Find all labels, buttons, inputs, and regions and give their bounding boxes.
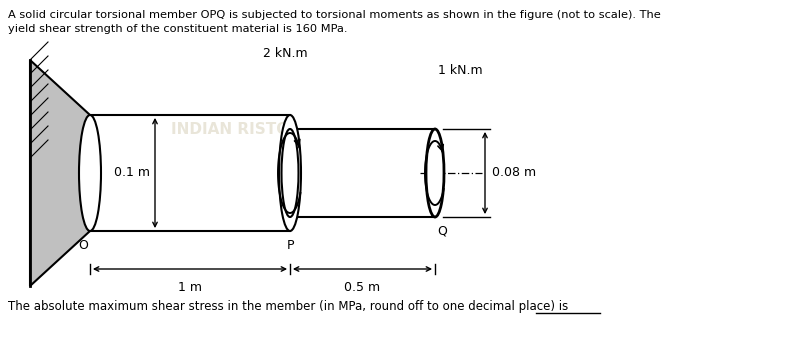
- Ellipse shape: [282, 129, 298, 217]
- Text: O: O: [78, 239, 88, 252]
- Text: A solid circular torsional member OPQ is subjected to torsional moments as shown: A solid circular torsional member OPQ is…: [8, 10, 661, 20]
- Text: P: P: [286, 239, 294, 252]
- Text: 0.5 m: 0.5 m: [345, 281, 381, 294]
- Text: Q: Q: [437, 225, 447, 238]
- Text: 1 m: 1 m: [178, 281, 202, 294]
- Text: 0.08 m: 0.08 m: [492, 167, 536, 179]
- Polygon shape: [30, 60, 90, 286]
- Text: yield shear strength of the constituent material is 160 MPa.: yield shear strength of the constituent …: [8, 24, 347, 34]
- Ellipse shape: [279, 115, 301, 231]
- Text: 1 kN.m: 1 kN.m: [438, 64, 482, 77]
- Text: 0.1 m: 0.1 m: [114, 167, 150, 179]
- Ellipse shape: [79, 115, 101, 231]
- Text: The absolute maximum shear stress in the member (in MPa, round off to one decima: The absolute maximum shear stress in the…: [8, 300, 572, 313]
- Ellipse shape: [426, 129, 444, 217]
- Text: INDIAN RISTO: INDIAN RISTO: [171, 122, 289, 138]
- Text: 2 kN.m: 2 kN.m: [262, 47, 307, 60]
